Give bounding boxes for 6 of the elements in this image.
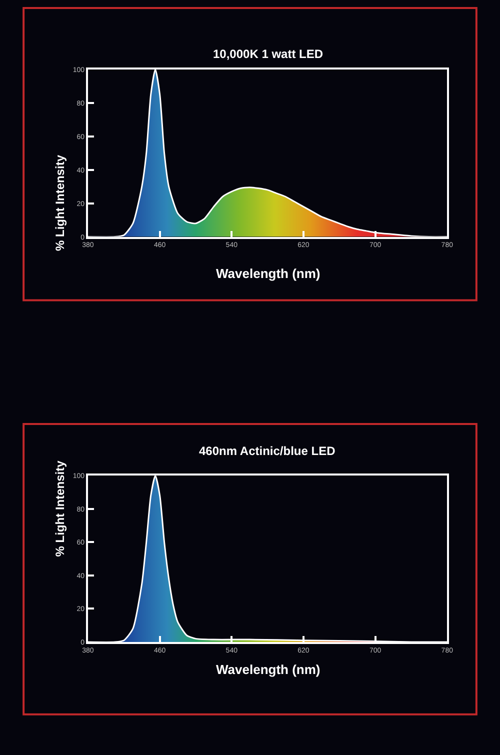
y-axis-title: % Light Intensity <box>53 460 68 557</box>
chart-title: 460nm Actinic/blue LED <box>199 444 336 458</box>
y-axis-title: % Light Intensity <box>52 154 67 251</box>
x-axis-title: Wavelength (nm) <box>216 662 320 677</box>
x-axis-title: Wavelength (nm) <box>216 266 320 281</box>
chart-title: 10,000K 1 watt LED <box>213 47 324 61</box>
